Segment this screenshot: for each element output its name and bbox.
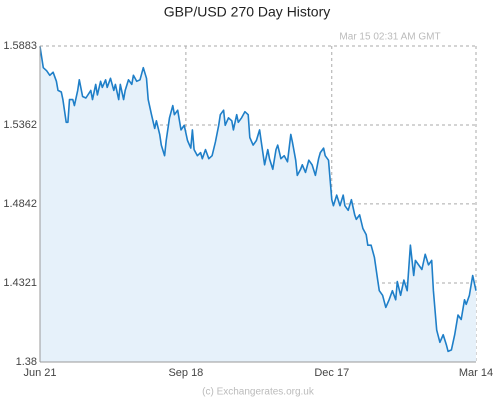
timestamp: Mar 15 02:31 AM GMT (339, 32, 440, 43)
y-tick-label: 1.4321 (3, 277, 37, 289)
x-tick-label: Dec 17 (314, 367, 349, 379)
line (39, 46, 477, 353)
y-tick-label: 1.5883 (3, 40, 37, 52)
chart-title: GBP/USD 270 Day History (164, 4, 331, 20)
x-tick-label: Jun 21 (23, 367, 56, 379)
footer: (c) Exchangerates.org.uk (202, 387, 315, 398)
x-tick-label: Sep 18 (168, 367, 203, 379)
x-tick-label: Mar 14 (459, 367, 493, 379)
area (40, 46, 476, 362)
y-tick-label: 1.38 (16, 356, 37, 368)
y-tick-label: 1.4842 (3, 198, 37, 210)
y-tick-label: 1.5362 (3, 119, 37, 131)
